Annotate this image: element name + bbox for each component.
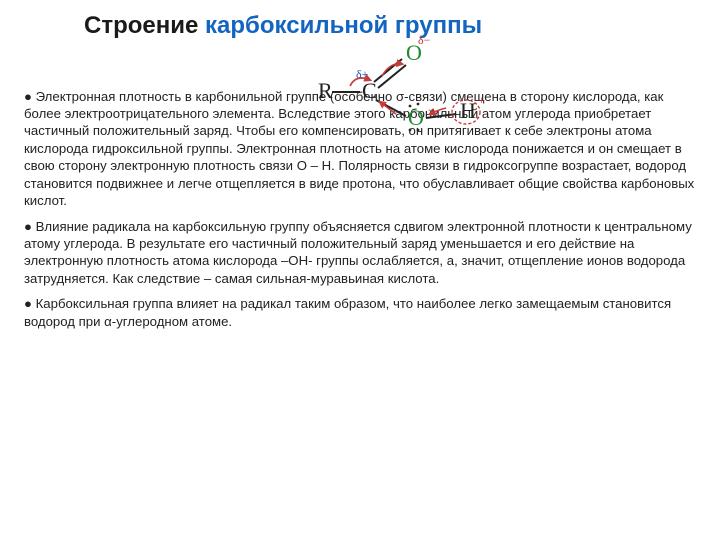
paragraph-2: ● Влияние радикала на карбоксильную груп… — [24, 218, 696, 288]
atom-c-label: C — [362, 78, 377, 103]
atom-r-label: R — [318, 78, 333, 103]
delta-minus-label: δ− — [418, 34, 431, 47]
arrow-o-c-bot — [380, 102, 396, 114]
carboxyl-diagram: R C O O H δ− δ+ − + — [310, 34, 490, 134]
plus-label: + — [478, 93, 485, 107]
title-part-dark: Строение — [84, 12, 205, 39]
slide: Строение карбоксильной группы — [0, 0, 720, 540]
atom-o-bot-label: O — [408, 105, 424, 130]
minus-label: − — [428, 103, 435, 117]
paragraph-3: ● Карбоксильная группа влияет на радикал… — [24, 295, 696, 330]
delta-plus-label: δ+ — [356, 67, 369, 81]
atom-h-label: H — [460, 98, 476, 123]
